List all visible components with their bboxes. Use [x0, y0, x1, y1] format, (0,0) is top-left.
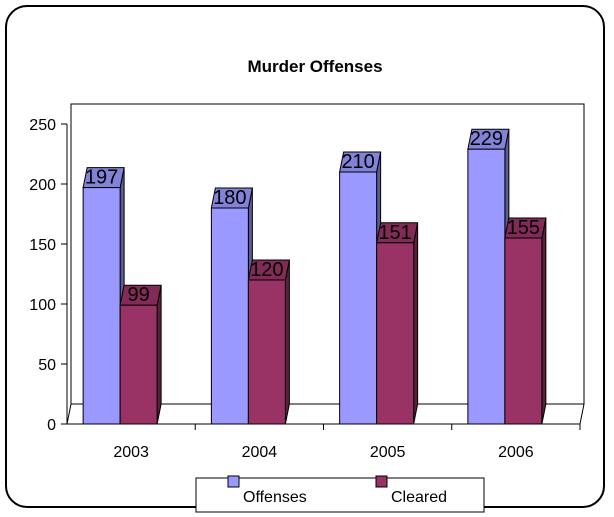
data-label-cleared: 151 — [378, 222, 411, 244]
y-tick-label: 250 — [29, 117, 56, 134]
bars — [82, 128, 547, 425]
legend-label-cleared: Cleared — [391, 489, 447, 506]
y-tick-label: 0 — [47, 417, 56, 434]
legend-box — [195, 477, 485, 513]
bar-side-cleared — [156, 285, 162, 425]
bar-cleared — [119, 304, 158, 425]
legend-label-offenses: Offenses — [243, 489, 307, 506]
bar-cleared — [504, 237, 543, 425]
bar-offenses — [467, 148, 506, 425]
data-label-cleared: 155 — [507, 217, 540, 239]
data-label-offenses: 180 — [213, 187, 246, 209]
bar-side-cleared — [413, 222, 419, 425]
bar-offenses — [339, 171, 378, 425]
legend: Offenses Cleared — [195, 475, 485, 513]
bar-side-cleared — [541, 217, 547, 425]
x-tick-label: 2003 — [113, 444, 149, 461]
legend-swatch-cleared — [375, 475, 388, 488]
legend-swatch-offenses — [227, 475, 240, 488]
bar-side-cleared — [284, 259, 290, 425]
bar-cleared — [247, 279, 286, 425]
y-tick-label: 200 — [29, 177, 56, 194]
data-label-offenses: 229 — [470, 128, 503, 150]
data-label-cleared: 120 — [250, 259, 283, 281]
data-label-offenses: 197 — [85, 167, 118, 189]
x-tick-label: 2005 — [370, 444, 406, 461]
y-tick-label: 150 — [29, 237, 56, 254]
bar-offenses — [82, 187, 121, 425]
data-label-offenses: 210 — [341, 151, 374, 173]
data-label-cleared: 99 — [128, 284, 150, 306]
chart-title: Murder Offenses — [247, 57, 382, 76]
data-labels: 197 99 180 120 210 151 229 155 — [85, 128, 540, 306]
y-tick-label: 50 — [38, 357, 56, 374]
bar-offenses — [210, 207, 249, 425]
bar-cleared — [376, 242, 415, 425]
floor-edges — [66, 403, 585, 425]
x-tick-label: 2006 — [498, 444, 534, 461]
x-tick-label: 2004 — [242, 444, 278, 461]
y-tick-label: 100 — [29, 297, 56, 314]
